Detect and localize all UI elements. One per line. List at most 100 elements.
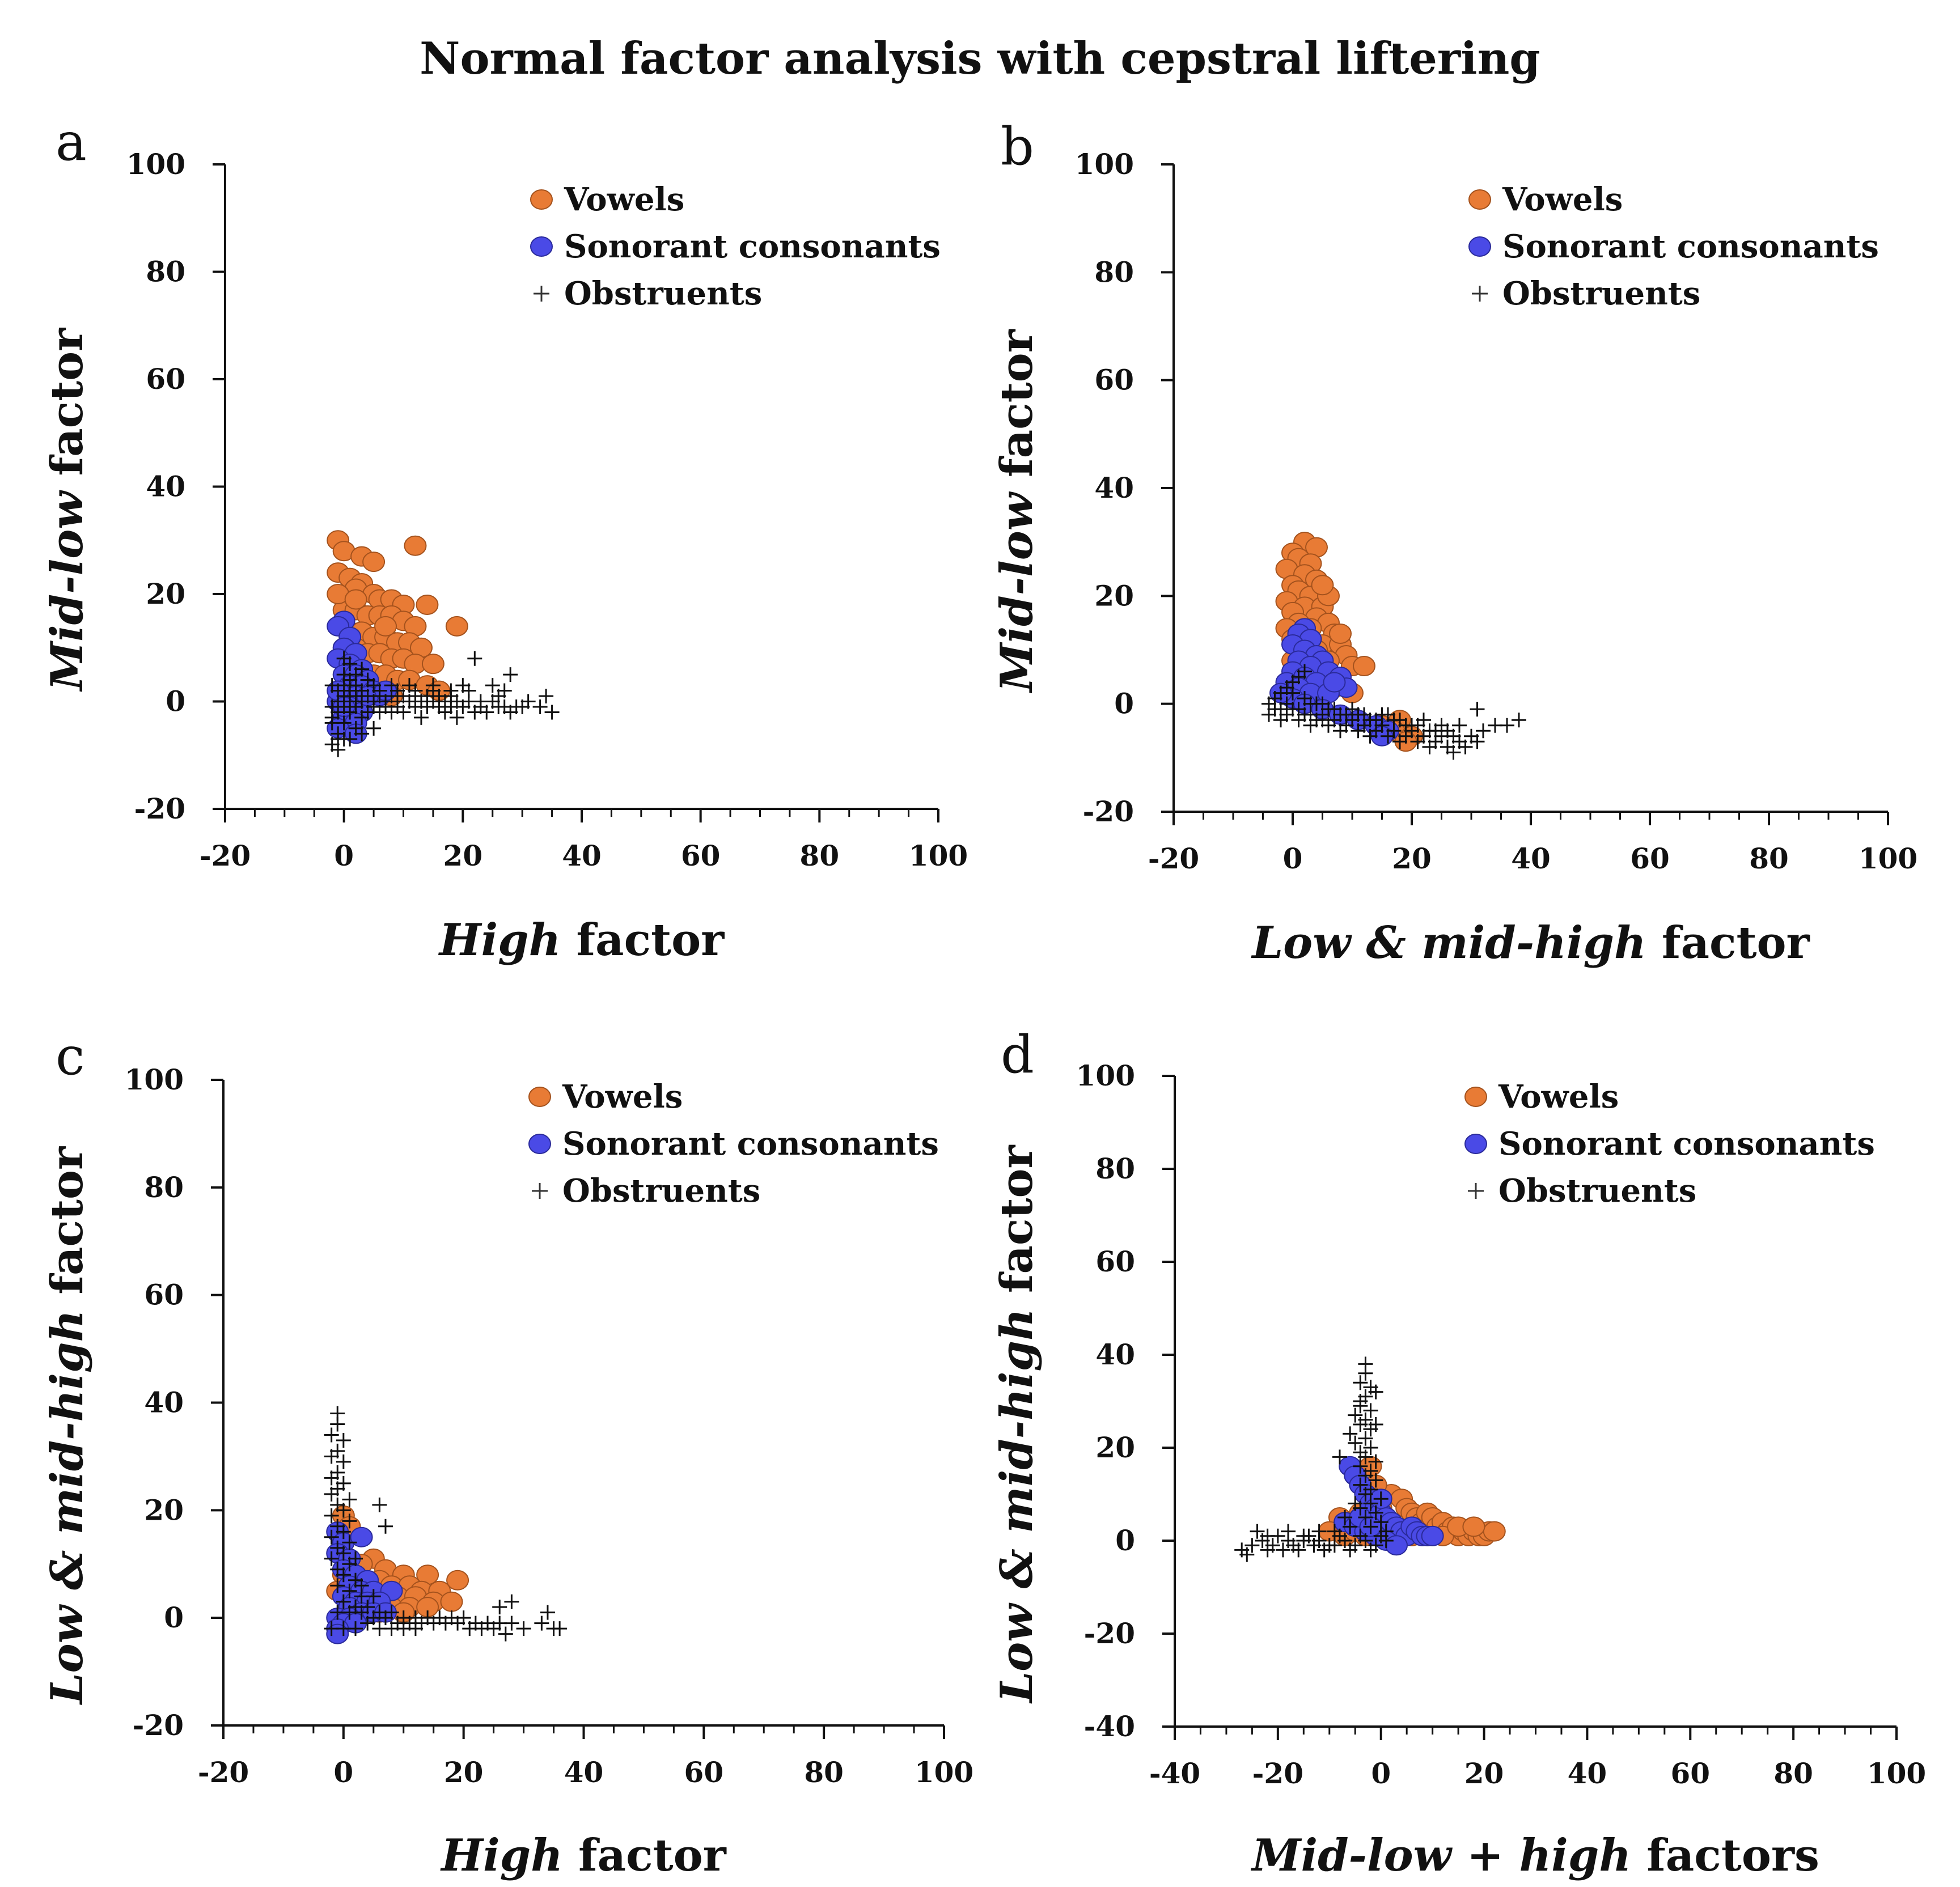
- obstruent-point: [1348, 1496, 1363, 1511]
- obstruent-point: [1368, 1454, 1383, 1469]
- legend-label: Vowels: [562, 1078, 683, 1116]
- vowel-point: [1462, 1516, 1485, 1537]
- obstruent-point: [1303, 707, 1318, 722]
- obstruent-point: [485, 678, 500, 693]
- y-axis-label: Low & mid-high factor: [991, 1144, 1043, 1703]
- x-tick-label: 40: [1568, 1757, 1607, 1790]
- y-tick-label: 80: [1094, 255, 1134, 289]
- obstruent-point: [324, 1470, 339, 1486]
- x-tick-label: 100: [1859, 842, 1917, 875]
- obstruent-point: [330, 1417, 345, 1432]
- obstruent-point: [342, 1535, 357, 1550]
- legend-obstruents-marker: [534, 286, 549, 302]
- obstruent-point: [378, 1610, 393, 1626]
- vowel-point: [1353, 656, 1375, 677]
- legend-vowels-marker: [1464, 1087, 1487, 1107]
- legend-sonorant-marker: [1464, 1134, 1487, 1154]
- obstruent-point: [1368, 1473, 1383, 1488]
- x-axis-label-italic: Mid-low + high: [1250, 1830, 1631, 1881]
- y-tick-label: 20: [1094, 579, 1134, 612]
- y-tick-label: -20: [133, 1708, 184, 1742]
- obstruent-point: [492, 1600, 507, 1615]
- obstruent-point: [1368, 1505, 1383, 1520]
- y-tick-label: 0: [1115, 1524, 1135, 1557]
- obstruent-point: [324, 1486, 339, 1502]
- legend-label: Obstruents: [562, 1172, 760, 1210]
- y-tick-label: 100: [1075, 147, 1134, 181]
- series-obstruent: [324, 651, 560, 757]
- obstruent-point: [1378, 1524, 1394, 1539]
- x-axis-label: Low & mid-high factor: [1251, 917, 1810, 969]
- obstruent-point: [384, 678, 399, 693]
- obstruent-point: [504, 1594, 519, 1609]
- obstruent-point: [1353, 1375, 1368, 1390]
- series-obstruent: [324, 1406, 568, 1642]
- legend-label: Vowels: [1502, 181, 1623, 218]
- vowel-point: [1311, 575, 1334, 596]
- x-axis-label: Mid-low + high factors: [1250, 1830, 1819, 1881]
- obstruent-point: [378, 1519, 393, 1534]
- obstruent-point: [336, 1503, 351, 1518]
- obstruent-point: [354, 661, 370, 677]
- panel-a: a -20 0 20 40 60 80 100 -20 0 20 40 60 80 100 High fact…: [41, 112, 968, 966]
- obstruent-point: [1351, 707, 1366, 722]
- obstruent-point: [336, 1567, 351, 1583]
- y-tick-label: 0: [166, 685, 185, 718]
- obstruent-point: [1261, 696, 1276, 711]
- legend-sonorant-marker: [1468, 236, 1491, 257]
- series-obstruent: [1234, 1356, 1394, 1562]
- y-axis-label: Mid-low factor: [41, 328, 93, 692]
- obstruent-point: [354, 1578, 369, 1593]
- obstruent-point: [1353, 1394, 1368, 1409]
- obstruent-point: [324, 678, 340, 693]
- y-tick-label: 60: [1094, 363, 1134, 397]
- obstruent-point: [331, 731, 346, 747]
- obstruent-point: [498, 1626, 513, 1642]
- obstruent-point: [503, 667, 518, 682]
- x-axis-label: High factor: [440, 1830, 726, 1881]
- legend-obstruents-marker: [1472, 286, 1488, 302]
- obstruent-point: [1273, 702, 1288, 717]
- x-tick-label: 60: [681, 839, 721, 872]
- x-axis-label-italic: High: [438, 914, 561, 966]
- x-tick-label: 100: [915, 1755, 973, 1789]
- obstruent-point: [473, 699, 488, 714]
- obstruent-point: [450, 1615, 465, 1631]
- obstruent-point: [1358, 1468, 1373, 1483]
- obstruent-point: [509, 699, 524, 714]
- x-tick-label: 100: [1867, 1757, 1926, 1790]
- y-tick-label: 40: [1094, 471, 1134, 504]
- x-tick-label: 0: [334, 839, 354, 872]
- obstruent-point: [1353, 1458, 1368, 1474]
- y-axis-label-italic: Mid-low: [991, 491, 1043, 694]
- x-tick-label: 80: [1773, 1757, 1813, 1790]
- legend-label: Vowels: [564, 181, 684, 218]
- legend-label: Obstruents: [1502, 275, 1700, 312]
- x-axis-label-rest: factor: [563, 1830, 727, 1881]
- y-tick-label: 0: [164, 1601, 184, 1634]
- legend: Vowels Sonorant consonants Obstruents: [1468, 181, 1879, 312]
- y-axis-label-rest: factor: [991, 1144, 1043, 1308]
- vowel-point: [344, 589, 367, 610]
- obstruent-point: [1446, 745, 1461, 760]
- x-axis-label-italic: Low & mid-high: [1251, 917, 1646, 969]
- obstruent-point: [348, 1621, 363, 1636]
- y-tick-label: 40: [146, 470, 185, 503]
- obstruent-point: [372, 1497, 387, 1512]
- figure-title: Normal factor analysis with cepstral lif…: [420, 33, 1540, 84]
- legend-obstruents-marker: [1468, 1183, 1484, 1199]
- obstruent-point: [366, 1589, 381, 1604]
- obstruent-point: [1343, 1519, 1358, 1534]
- x-tick-label: -20: [1148, 842, 1199, 875]
- obstruent-point: [1368, 1417, 1383, 1432]
- obstruent-point: [336, 1432, 351, 1448]
- obstruent-point: [491, 689, 506, 704]
- obstruent-point: [1476, 723, 1491, 739]
- obstruent-point: [1386, 713, 1402, 728]
- x-tick-label: 100: [909, 839, 968, 872]
- y-tick-label: 100: [125, 1063, 184, 1096]
- obstruent-point: [1353, 1528, 1368, 1543]
- y-axis-label-rest: factor: [991, 329, 1043, 493]
- obstruent-point: [1440, 723, 1455, 739]
- obstruent-point: [540, 1605, 555, 1620]
